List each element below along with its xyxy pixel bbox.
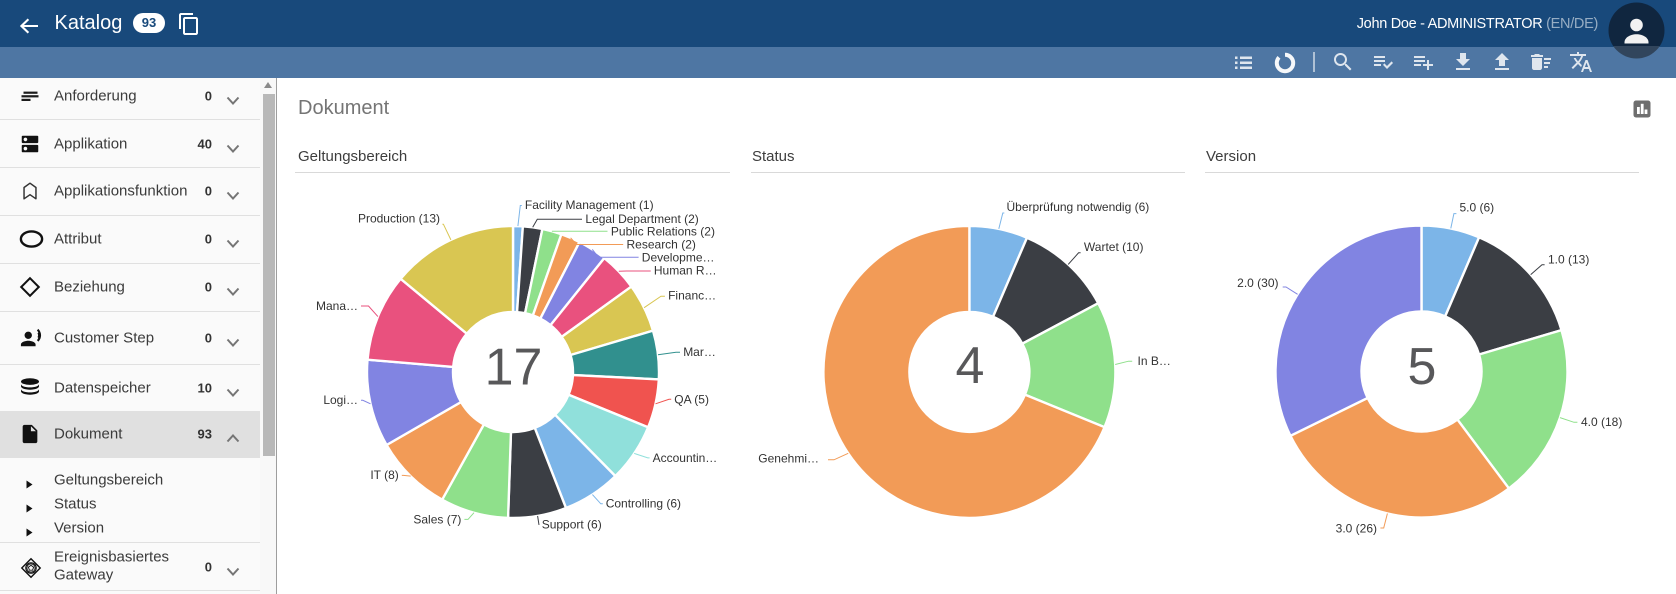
svg-text:5: 5 xyxy=(1408,338,1437,396)
svg-text:Wartet (10): Wartet (10) xyxy=(1084,240,1144,254)
svg-text:Research (2): Research (2) xyxy=(627,238,696,252)
svg-text:In B…: In B… xyxy=(1138,354,1171,368)
svg-text:Public Relations (2): Public Relations (2) xyxy=(611,225,715,239)
svg-text:2.0 (30): 2.0 (30) xyxy=(1237,276,1278,290)
svg-text:Genehmi…: Genehmi… xyxy=(758,452,819,466)
svg-text:Mana…: Mana… xyxy=(316,299,358,313)
svg-text:Production (13): Production (13) xyxy=(358,212,440,226)
svg-text:Controlling (6): Controlling (6) xyxy=(606,497,681,511)
svg-text:4.0 (18): 4.0 (18) xyxy=(1581,415,1622,429)
svg-text:Accountin…: Accountin… xyxy=(653,451,718,465)
svg-text:QA (5): QA (5) xyxy=(674,393,709,407)
svg-text:Überprüfung notwendig (6): Überprüfung notwendig (6) xyxy=(1007,200,1150,214)
svg-text:3.0 (26): 3.0 (26) xyxy=(1336,521,1377,535)
svg-text:Sales (7): Sales (7) xyxy=(413,512,461,526)
svg-text:1.0 (13): 1.0 (13) xyxy=(1548,252,1589,266)
svg-text:Legal Department (2): Legal Department (2) xyxy=(585,212,698,226)
svg-text:Mar…: Mar… xyxy=(683,345,716,359)
svg-text:Support (6): Support (6) xyxy=(542,518,602,532)
svg-text:Financ…: Financ… xyxy=(668,289,716,303)
svg-text:IT (8): IT (8) xyxy=(370,468,398,482)
svg-text:17: 17 xyxy=(485,339,543,397)
svg-text:Human R…: Human R… xyxy=(654,264,717,278)
svg-text:5.0 (6): 5.0 (6) xyxy=(1460,201,1495,215)
svg-text:Developme…: Developme… xyxy=(642,250,715,264)
svg-text:Facility Management (1): Facility Management (1) xyxy=(525,198,654,212)
svg-text:4: 4 xyxy=(955,337,984,395)
svg-text:Logi…: Logi… xyxy=(323,393,358,407)
